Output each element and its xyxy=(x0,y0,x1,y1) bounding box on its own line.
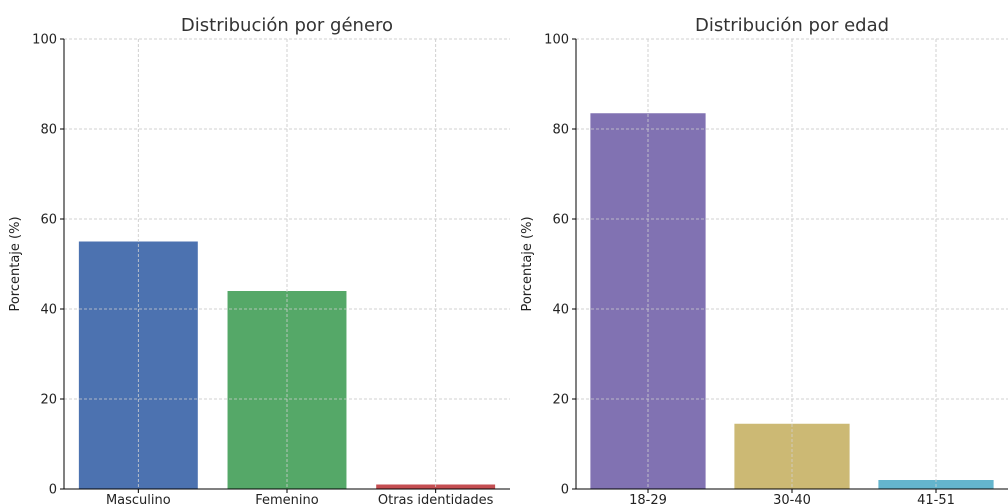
y-tick-label: 0 xyxy=(561,483,569,498)
y-tick-label: 60 xyxy=(40,213,57,228)
y-axis-label: Porcentaje (%) xyxy=(8,216,23,311)
y-tick-label: 20 xyxy=(40,393,57,408)
x-tick-label: Masculino xyxy=(106,493,171,504)
y-ticks: 0 20 40 60 80 100 xyxy=(32,33,64,498)
age-chart-panel: Distribución por edad Porcentaje (%) 0 20… xyxy=(520,15,1008,504)
y-axis-label: Porcentaje (%) xyxy=(520,216,535,311)
x-tick-label: Femenino xyxy=(255,493,319,504)
x-tick-label: 30-40 xyxy=(773,493,811,504)
chart-title: Distribución por género xyxy=(181,15,393,36)
y-tick-label: 40 xyxy=(552,303,569,318)
x-ticks: Masculino Femenino Otras identidades xyxy=(106,489,494,504)
y-tick-label: 100 xyxy=(544,33,569,48)
y-tick-label: 80 xyxy=(552,123,569,138)
chart-title: Distribución por edad xyxy=(695,15,889,36)
x-tick-label: 41-51 xyxy=(917,493,955,504)
y-tick-label: 40 xyxy=(40,303,57,318)
y-ticks: 0 20 40 60 80 100 xyxy=(544,33,576,498)
y-tick-label: 80 xyxy=(40,123,57,138)
x-ticks: 18-29 30-40 41-51 xyxy=(629,489,955,504)
y-tick-label: 100 xyxy=(32,33,57,48)
y-tick-label: 20 xyxy=(552,393,569,408)
gender-chart-panel: Distribución por género Porcentaje (%) 0… xyxy=(8,15,510,504)
y-tick-label: 60 xyxy=(552,213,569,228)
y-tick-label: 0 xyxy=(49,483,57,498)
x-tick-label: 18-29 xyxy=(629,493,667,504)
x-tick-label: Otras identidades xyxy=(378,493,494,504)
